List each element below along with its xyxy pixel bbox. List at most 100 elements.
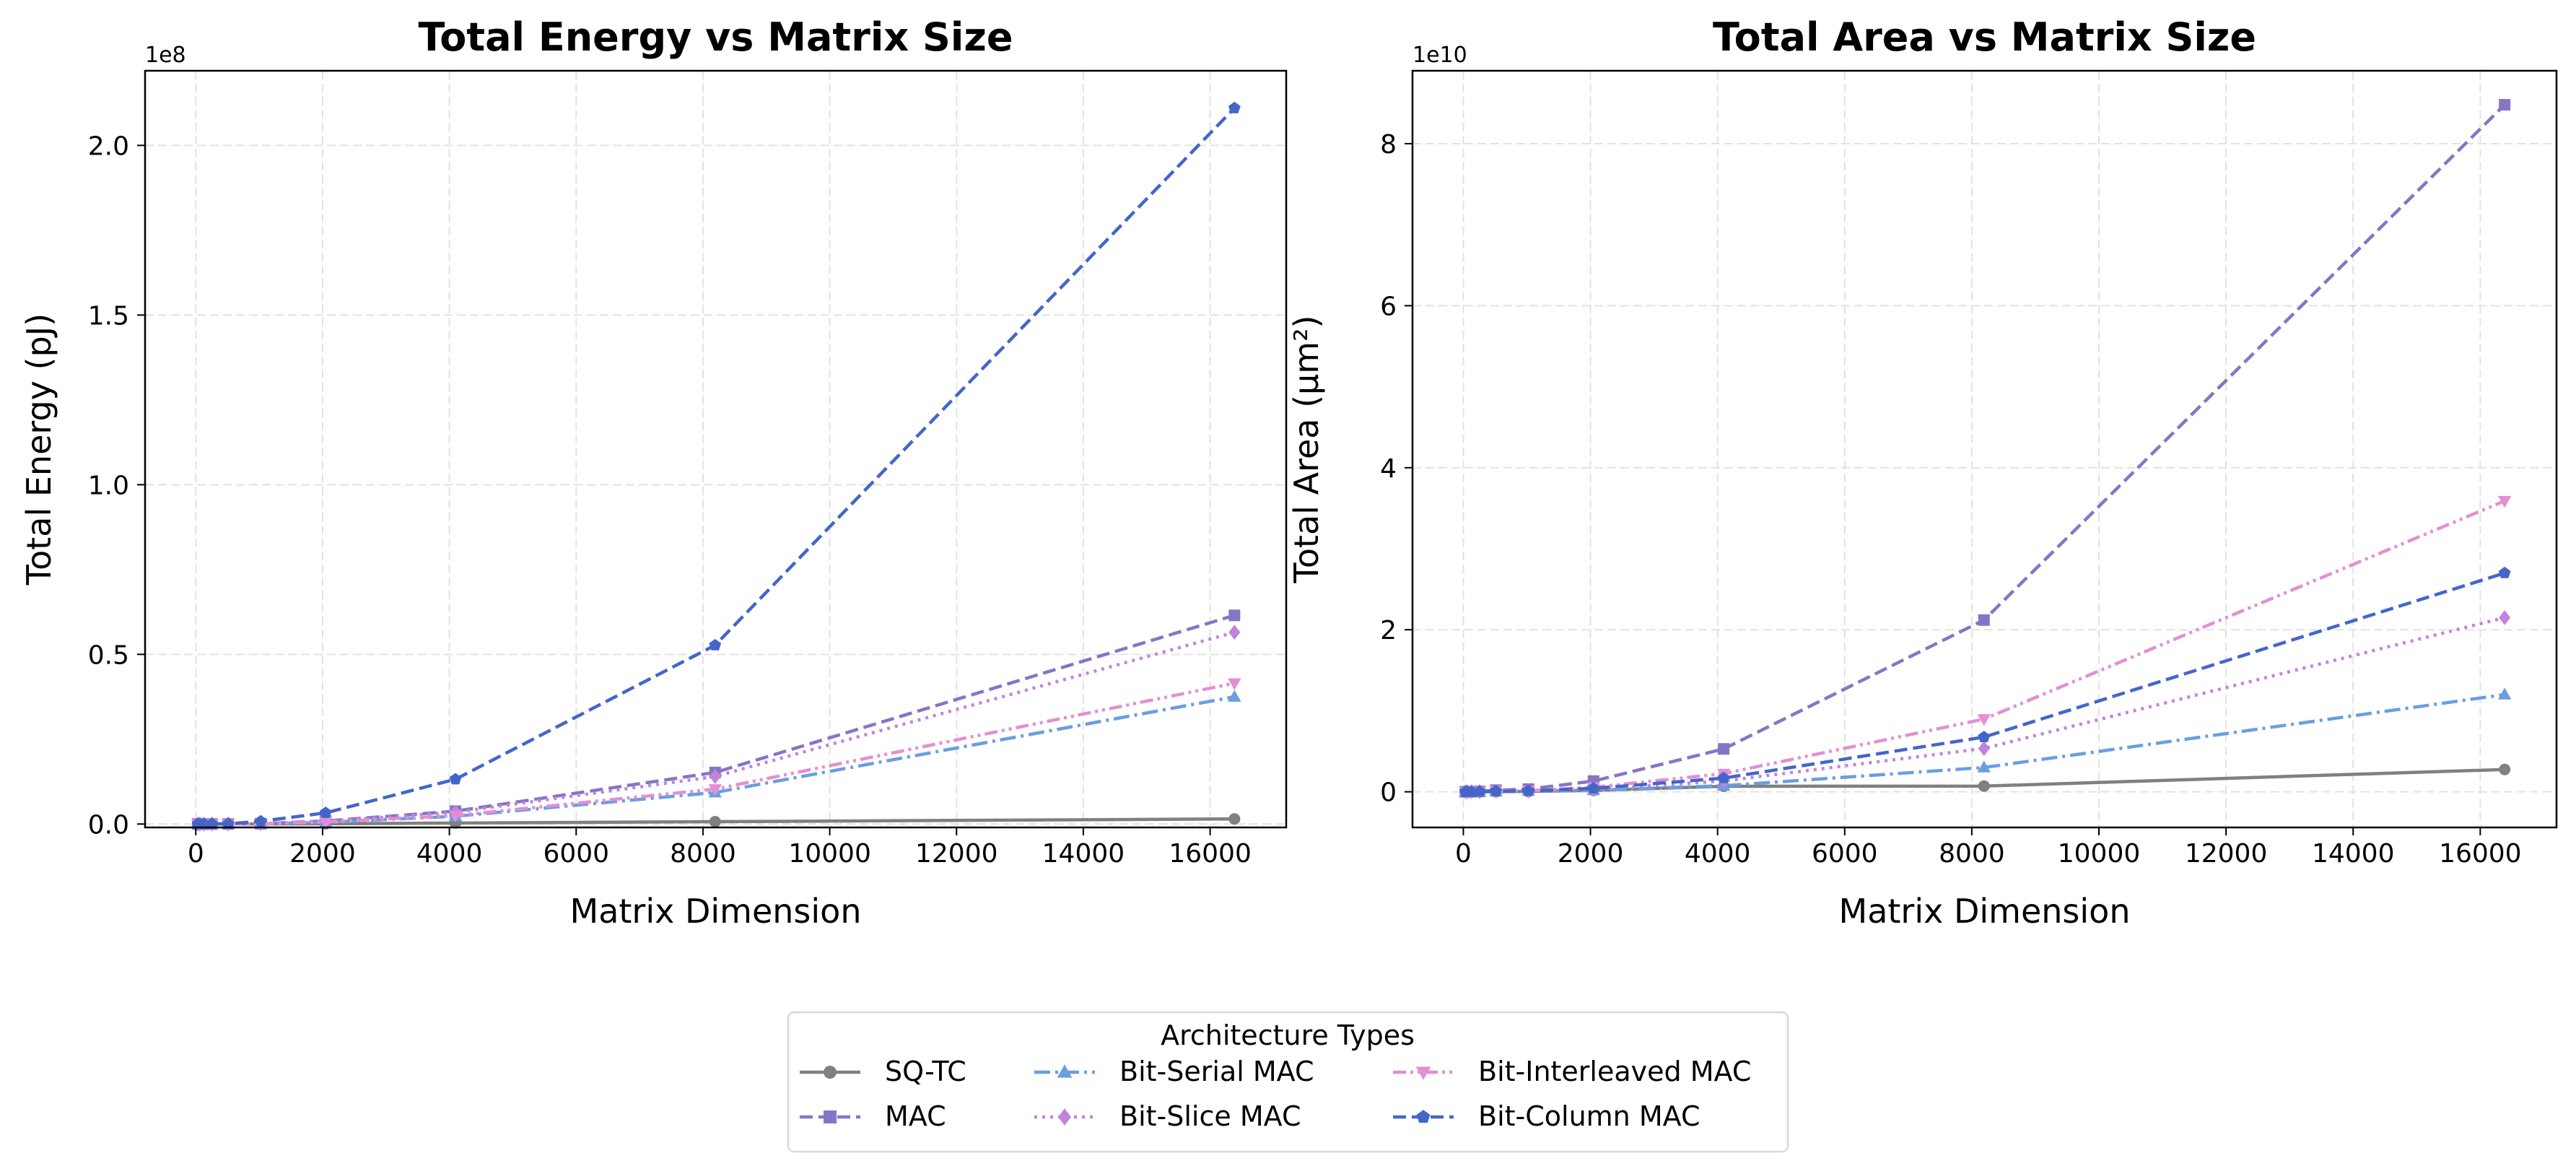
x-tick-label: 6000 bbox=[1812, 839, 1878, 869]
data-point bbox=[1490, 785, 1502, 796]
series-line bbox=[1465, 571, 2505, 793]
data-point bbox=[448, 810, 463, 823]
x-tick-label: 12000 bbox=[2185, 839, 2268, 869]
legend-item-sq-tc: SQ-TC bbox=[800, 1056, 966, 1087]
series-bit-column-mac bbox=[1459, 566, 2511, 797]
y-tick-label: 4 bbox=[1380, 454, 1397, 484]
legend-marker bbox=[1057, 1064, 1073, 1078]
legend-marker bbox=[1058, 1108, 1071, 1126]
axes-frame bbox=[1411, 69, 2558, 829]
data-point bbox=[1228, 609, 1241, 622]
data-point bbox=[1977, 714, 1991, 726]
x-tick-label: 4000 bbox=[416, 839, 483, 869]
series-line bbox=[198, 107, 1236, 826]
data-point bbox=[1978, 741, 1990, 756]
series-line bbox=[198, 682, 1235, 826]
x-tick-label: 2000 bbox=[1558, 839, 1624, 869]
x-tick-label: 14000 bbox=[1042, 839, 1125, 869]
legend-title: Architecture Types bbox=[1161, 1019, 1415, 1051]
data-point bbox=[2499, 609, 2511, 625]
x-axis-label: Matrix Dimension bbox=[570, 892, 862, 931]
y-tick-label: 2.0 bbox=[88, 131, 129, 161]
data-point bbox=[1978, 731, 1991, 743]
data-point bbox=[2497, 496, 2512, 508]
y-tick-label: 0.5 bbox=[88, 640, 129, 670]
legend-label: Bit-Slice MAC bbox=[1119, 1100, 1301, 1132]
axes-frame bbox=[144, 69, 1288, 829]
legend-label: SQ-TC bbox=[885, 1056, 966, 1087]
y-tick-label: 0 bbox=[1380, 778, 1397, 808]
legend-marker bbox=[824, 1110, 837, 1123]
data-point bbox=[198, 817, 210, 830]
y-tick-label: 6 bbox=[1380, 292, 1397, 321]
series-line bbox=[198, 630, 1235, 826]
data-point bbox=[1978, 614, 1990, 626]
x-tick-label: 10000 bbox=[2058, 839, 2141, 869]
data-point bbox=[1978, 780, 1990, 792]
data-point bbox=[709, 769, 721, 784]
data-point bbox=[2499, 99, 2511, 111]
x-tick-label: 0 bbox=[1455, 839, 1472, 869]
y-tick-label: 0.0 bbox=[88, 810, 129, 840]
x-tick-label: 8000 bbox=[1939, 839, 2005, 869]
data-point bbox=[254, 814, 267, 827]
data-point bbox=[1465, 785, 1478, 797]
legend-item-bit-interleaved-mac: Bit-Interleaved MAC bbox=[1393, 1056, 1751, 1087]
grid bbox=[145, 71, 1286, 827]
x-tick-label: 16000 bbox=[1169, 839, 1252, 869]
data-point bbox=[708, 784, 722, 796]
data-point bbox=[1977, 760, 1991, 773]
y-axis-label: Total Energy (pJ) bbox=[19, 313, 58, 586]
chart-panel-1: 0 2000 4000 6000 8000 10000 12000 14000 16000 0.0… bbox=[19, 14, 1288, 931]
x-tick-label: 10000 bbox=[788, 839, 871, 869]
legend-item-bit-column-mac: Bit-Column MAC bbox=[1393, 1100, 1700, 1132]
grid bbox=[1413, 71, 2557, 827]
legend-item-bit-slice-mac: Bit-Slice MAC bbox=[1034, 1100, 1301, 1132]
series-bit-column-mac bbox=[191, 101, 1241, 830]
chart-title: Total Energy vs Matrix Size bbox=[419, 14, 1013, 60]
y-tick-label: 8 bbox=[1380, 130, 1397, 160]
legend-item-mac: MAC bbox=[800, 1100, 946, 1132]
data-point bbox=[709, 638, 722, 651]
x-tick-label: 8000 bbox=[670, 839, 736, 869]
data-point bbox=[1522, 784, 1534, 796]
x-axis-label: Matrix Dimension bbox=[1839, 892, 2131, 931]
data-point bbox=[222, 817, 235, 830]
data-point bbox=[1587, 782, 1600, 794]
legend-label: Bit-Serial MAC bbox=[1119, 1056, 1314, 1087]
data-point bbox=[206, 817, 219, 830]
y-offset-label: 1e10 bbox=[1413, 43, 1467, 68]
chart-title: Total Area vs Matrix Size bbox=[1713, 14, 2256, 60]
x-tick-label: 6000 bbox=[543, 839, 609, 869]
legend-marker bbox=[1416, 1110, 1431, 1123]
data-point bbox=[2499, 763, 2511, 775]
legend-label: Bit-Column MAC bbox=[1478, 1100, 1700, 1132]
data-point bbox=[1473, 785, 1486, 797]
data-point bbox=[1717, 771, 1730, 783]
data-point bbox=[318, 817, 333, 830]
x-tick-label: 4000 bbox=[1685, 839, 1751, 869]
chart-panel-2: 0 2000 4000 6000 8000 10000 12000 14000 16000 0 2 4… bbox=[1287, 14, 2558, 931]
data-point bbox=[1228, 690, 1241, 702]
data-point bbox=[1228, 101, 1241, 113]
x-tick-label: 14000 bbox=[2312, 839, 2395, 869]
legend-label: Bit-Interleaved MAC bbox=[1478, 1056, 1751, 1087]
data-point bbox=[1718, 743, 1730, 755]
data-point bbox=[319, 806, 332, 818]
data-point bbox=[1228, 813, 1241, 825]
legend-marker bbox=[1415, 1066, 1431, 1080]
data-point bbox=[2498, 566, 2511, 578]
legend-label: MAC bbox=[885, 1100, 946, 1132]
y-tick-label: 1.5 bbox=[88, 301, 129, 331]
data-point bbox=[709, 816, 721, 828]
data-point bbox=[449, 773, 462, 785]
data-point bbox=[1228, 625, 1241, 640]
y-offset-label: 1e8 bbox=[145, 43, 186, 68]
series-line bbox=[1465, 103, 2506, 793]
x-tick-label: 0 bbox=[188, 839, 204, 869]
x-tick-label: 16000 bbox=[2439, 839, 2522, 869]
series-line bbox=[1465, 616, 2505, 793]
legend-marker bbox=[824, 1066, 837, 1079]
data-point bbox=[2497, 687, 2512, 700]
